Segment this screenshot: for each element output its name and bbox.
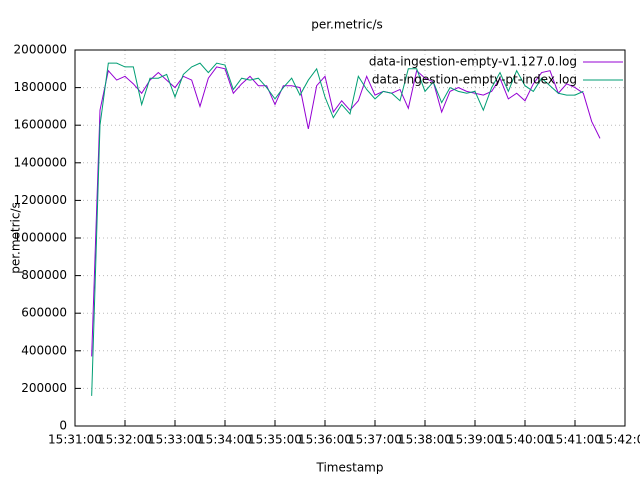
x-tick-label: 15:42:00 [598, 433, 640, 447]
y-tick-label: 400000 [21, 343, 67, 357]
x-tick-label: 15:32:00 [98, 433, 152, 447]
y-tick-label: 600000 [21, 306, 67, 320]
y-tick-label: 1200000 [14, 193, 67, 207]
y-tick-label: 800000 [21, 268, 67, 282]
x-tick-label: 15:37:00 [348, 433, 402, 447]
x-tick-label: 15:39:00 [448, 433, 502, 447]
legend-label: data-ingestion-empty-v1.127.0.log [369, 55, 577, 69]
y-tick-label: 200000 [21, 381, 67, 395]
plot-frame [74, 49, 626, 427]
x-axis-label: Timestamp [316, 461, 384, 475]
y-tick-label: 1800000 [14, 80, 67, 94]
y-tick-label: 1000000 [14, 231, 67, 245]
chart-title: per.metric/s [311, 18, 383, 32]
line-series [91, 66, 601, 357]
x-tick-label: 15:31:00 [48, 433, 102, 447]
legend-label: data-ingestion-empty-pt-index.log [372, 73, 577, 87]
plot-area: 0 200000 400000 600000 800000 1000000 1200000 1… [14, 43, 640, 447]
x-tick-label: 15:35:00 [248, 433, 302, 447]
y-tick-label: 0 [59, 419, 67, 433]
x-tick-label: 15:40:00 [498, 433, 552, 447]
line-series [91, 62, 584, 396]
y-axis-label: per.metric/s [9, 202, 23, 274]
y-tick-label: 1400000 [14, 155, 67, 169]
y-tick-label: 2000000 [14, 43, 67, 57]
y-tick-label: 1600000 [14, 118, 67, 132]
x-tick-label: 15:34:00 [198, 433, 252, 447]
x-tick-label: 15:36:00 [298, 433, 352, 447]
x-tick-label: 15:41:00 [548, 433, 602, 447]
x-tick-label: 15:33:00 [148, 433, 202, 447]
x-tick-label: 15:38:00 [398, 433, 452, 447]
